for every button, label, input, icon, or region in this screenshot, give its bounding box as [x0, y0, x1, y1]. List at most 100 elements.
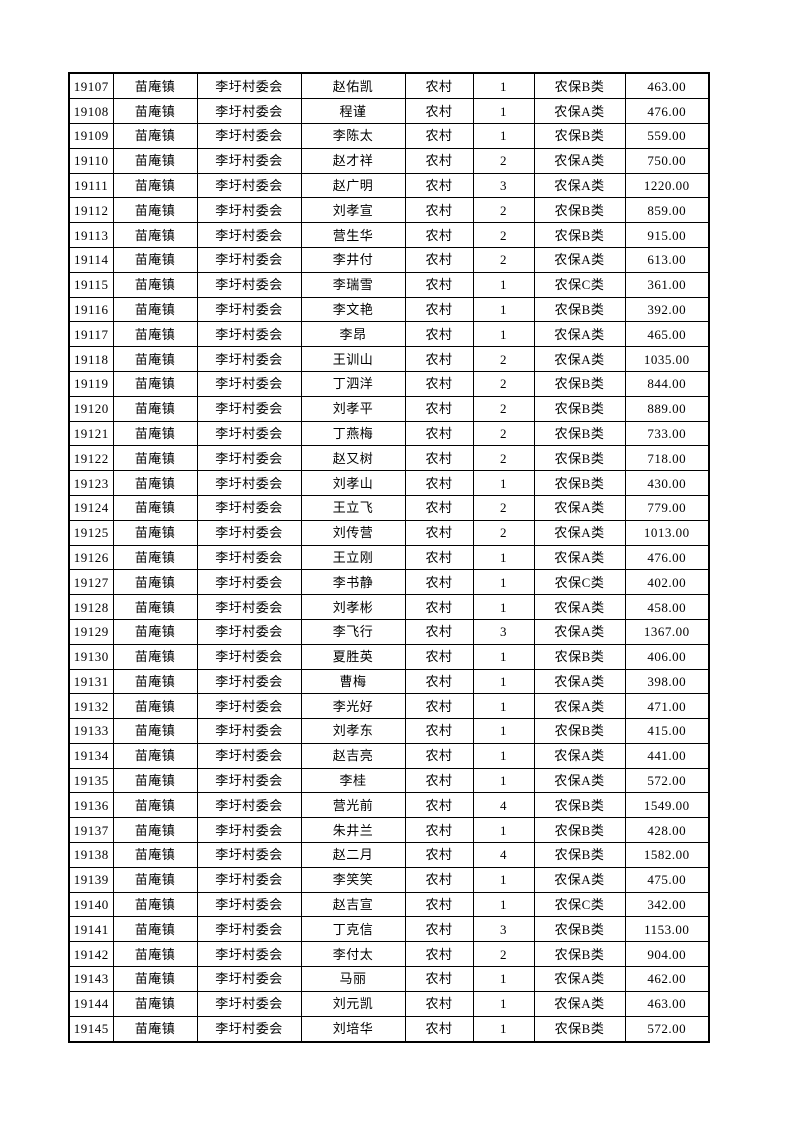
cell-category: 农保A类 [533, 147, 626, 174]
cell-amount: 859.00 [624, 197, 710, 224]
cell-village: 李圩村委会 [196, 147, 302, 174]
cell-id: 19123 [68, 470, 114, 496]
table-row: 19127 苗庵镇 李圩村委会 李书静 农村 1 农保C类 402.00 [68, 569, 710, 596]
cell-category: 农保B类 [533, 72, 626, 100]
cell-name: 李付太 [300, 941, 406, 968]
cell-town: 苗庵镇 [112, 147, 198, 174]
cell-name: 赵吉亮 [300, 742, 406, 769]
cell-amount: 779.00 [624, 494, 710, 521]
table-row: 19125 苗庵镇 李圩村委会 刘传营 农村 2 农保A类 1013.00 [68, 519, 710, 546]
cell-category: 农保B类 [533, 445, 626, 472]
cell-town: 苗庵镇 [112, 494, 198, 521]
table-row: 19128 苗庵镇 李圩村委会 刘孝彬 农村 1 农保A类 458.00 [68, 594, 710, 620]
cell-town: 苗庵镇 [112, 718, 198, 744]
cell-amount: 392.00 [624, 296, 710, 323]
cell-village: 李圩村委会 [196, 767, 302, 794]
cell-town: 苗庵镇 [112, 569, 198, 596]
table-row: 19133 苗庵镇 李圩村委会 刘孝东 农村 1 农保B类 415.00 [68, 718, 710, 744]
cell-name: 王立刚 [300, 544, 406, 571]
cell-id: 19110 [68, 147, 114, 174]
cell-amount: 430.00 [624, 470, 710, 496]
cell-id: 19145 [68, 1015, 114, 1043]
cell-id: 19120 [68, 395, 114, 422]
cell-count: 1 [472, 594, 535, 620]
cell-name: 朱井兰 [300, 817, 406, 844]
cell-id: 19126 [68, 544, 114, 571]
cell-category: 农保C类 [533, 271, 626, 298]
cell-category: 农保A类 [533, 618, 626, 645]
cell-name: 赵二月 [300, 842, 406, 868]
cell-category: 农保B类 [533, 817, 626, 844]
cell-name: 曹梅 [300, 668, 406, 695]
cell-amount: 428.00 [624, 817, 710, 844]
cell-amount: 915.00 [624, 222, 710, 248]
table-row: 19131 苗庵镇 李圩村委会 曹梅 农村 1 农保A类 398.00 [68, 668, 710, 695]
cell-amount: 398.00 [624, 668, 710, 695]
cell-name: 李文艳 [300, 296, 406, 323]
cell-count: 1 [472, 122, 535, 149]
table-row: 19135 苗庵镇 李圩村委会 李桂 农村 1 农保A类 572.00 [68, 767, 710, 794]
cell-id: 19116 [68, 296, 114, 323]
table-row: 19117 苗庵镇 李圩村委会 李昂 农村 1 农保A类 465.00 [68, 321, 710, 348]
cell-category: 农保B类 [533, 941, 626, 968]
cell-type: 农村 [404, 346, 474, 372]
cell-type: 农村 [404, 370, 474, 397]
cell-count: 1 [472, 693, 535, 720]
cell-amount: 361.00 [624, 271, 710, 298]
cell-name: 李笑笑 [300, 866, 406, 893]
cell-count: 1 [472, 296, 535, 323]
cell-category: 农保B类 [533, 643, 626, 670]
cell-town: 苗庵镇 [112, 792, 198, 819]
cell-type: 农村 [404, 197, 474, 224]
cell-id: 19118 [68, 346, 114, 372]
cell-town: 苗庵镇 [112, 395, 198, 422]
cell-type: 农村 [404, 618, 474, 645]
cell-village: 李圩村委会 [196, 296, 302, 323]
cell-town: 苗庵镇 [112, 668, 198, 695]
table-row: 19132 苗庵镇 李圩村委会 李光好 农村 1 农保A类 471.00 [68, 693, 710, 720]
cell-village: 李圩村委会 [196, 618, 302, 645]
cell-amount: 559.00 [624, 122, 710, 149]
cell-type: 农村 [404, 742, 474, 769]
cell-category: 农保B类 [533, 792, 626, 819]
cell-count: 1 [472, 569, 535, 596]
cell-category: 农保B类 [533, 842, 626, 868]
cell-name: 王立飞 [300, 494, 406, 521]
cell-amount: 1367.00 [624, 618, 710, 645]
cell-type: 农村 [404, 891, 474, 918]
cell-id: 19137 [68, 817, 114, 844]
table-row: 19112 苗庵镇 李圩村委会 刘孝宣 农村 2 农保B类 859.00 [68, 197, 710, 224]
cell-amount: 463.00 [624, 72, 710, 100]
cell-name: 李井付 [300, 246, 406, 273]
table-row: 19118 苗庵镇 李圩村委会 王训山 农村 2 农保A类 1035.00 [68, 346, 710, 372]
cell-town: 苗庵镇 [112, 370, 198, 397]
cell-category: 农保A类 [533, 742, 626, 769]
cell-count: 2 [472, 370, 535, 397]
cell-count: 1 [472, 643, 535, 670]
cell-name: 刘孝平 [300, 395, 406, 422]
cell-name: 丁泗洋 [300, 370, 406, 397]
cell-type: 农村 [404, 767, 474, 794]
cell-name: 刘传营 [300, 519, 406, 546]
cell-amount: 889.00 [624, 395, 710, 422]
cell-town: 苗庵镇 [112, 817, 198, 844]
cell-amount: 476.00 [624, 544, 710, 571]
cell-type: 农村 [404, 966, 474, 992]
cell-village: 李圩村委会 [196, 891, 302, 918]
cell-id: 19134 [68, 742, 114, 769]
cell-id: 19117 [68, 321, 114, 348]
cell-name: 夏胜英 [300, 643, 406, 670]
cell-village: 李圩村委会 [196, 445, 302, 472]
cell-village: 李圩村委会 [196, 420, 302, 447]
cell-town: 苗庵镇 [112, 172, 198, 199]
cell-category: 农保A类 [533, 98, 626, 124]
table-row: 19107 苗庵镇 李圩村委会 赵佑凯 农村 1 农保B类 463.00 [68, 72, 710, 100]
cell-amount: 441.00 [624, 742, 710, 769]
cell-village: 李圩村委会 [196, 222, 302, 248]
cell-town: 苗庵镇 [112, 990, 198, 1017]
cell-count: 1 [472, 990, 535, 1017]
cell-id: 19142 [68, 941, 114, 968]
cell-count: 1 [472, 767, 535, 794]
cell-category: 农保A类 [533, 767, 626, 794]
